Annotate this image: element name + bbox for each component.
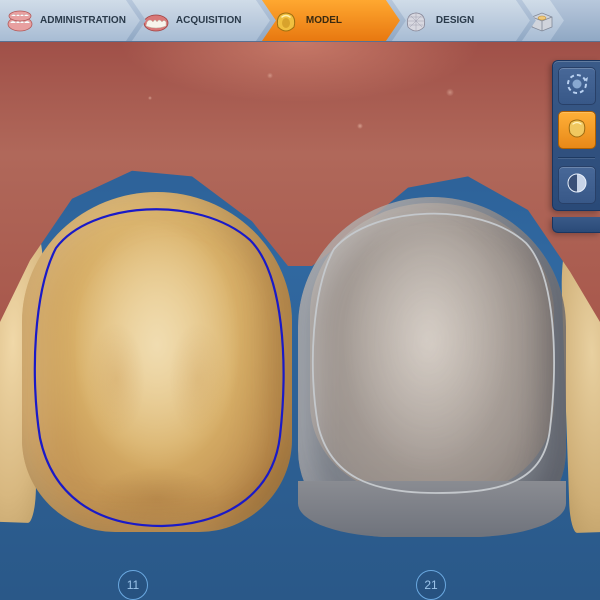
model-gold-icon: [272, 7, 300, 35]
tooth-21[interactable]: [298, 197, 566, 537]
workflow-step-design[interactable]: DESIGN: [392, 0, 530, 41]
tool-panel: [552, 60, 600, 211]
tooth-number-label: 21: [424, 578, 437, 592]
tool-model-select[interactable]: [558, 111, 596, 149]
rotate-ring-icon: [564, 71, 590, 102]
workflow-nav: ADMINISTRATION ACQUISITION MODEL: [0, 0, 600, 42]
tooth-number-badge-11[interactable]: 11: [118, 570, 148, 600]
model-viewport[interactable]: 11 21: [0, 42, 600, 600]
workflow-step-administration[interactable]: ADMINISTRATION: [0, 0, 140, 41]
mill-block-icon: [528, 7, 556, 35]
tooth-11[interactable]: [22, 192, 292, 532]
tooth-number-label: 11: [127, 578, 139, 592]
tool-panel-extension[interactable]: [552, 217, 600, 233]
workflow-step-model[interactable]: MODEL: [262, 0, 400, 41]
tool-display-mode[interactable]: [558, 166, 596, 204]
margin-outline-21: [294, 193, 570, 541]
workflow-step-label: DESIGN: [436, 15, 474, 26]
dental-model[interactable]: [0, 42, 600, 532]
crown-mesh-icon: [402, 7, 430, 35]
tooth-number-badge-21[interactable]: 21: [416, 570, 446, 600]
split-circle-icon: [565, 171, 589, 200]
workflow-step-acquisition[interactable]: ACQUISITION: [132, 0, 270, 41]
workflow-step-label: MODEL: [306, 15, 342, 26]
teeth-scan-icon: [142, 7, 170, 35]
tool-view-rotate[interactable]: [558, 67, 596, 105]
workflow-step-label: ACQUISITION: [176, 15, 242, 26]
tool-separator: [558, 157, 595, 158]
model-gold-icon: [565, 117, 589, 144]
teeth-admin-icon: [6, 7, 34, 35]
workflow-step-label: ADMINISTRATION: [40, 15, 126, 26]
margin-outline-11: [18, 188, 296, 536]
